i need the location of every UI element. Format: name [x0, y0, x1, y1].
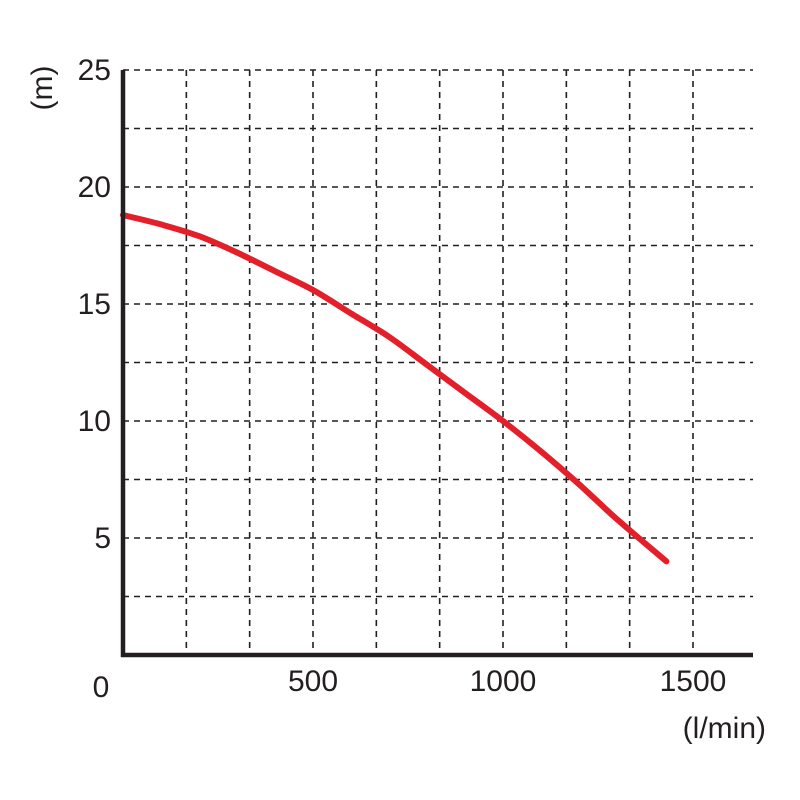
x-tick-label: 1000 [470, 665, 537, 698]
y-tick-label: 5 [94, 522, 111, 555]
origin-label: 0 [93, 671, 110, 704]
x-axis-title: (l/min) [683, 712, 766, 745]
tick-labels: 5 10 15 20 25 500 1000 1500 [78, 54, 727, 698]
series-line [120, 212, 670, 565]
grid [123, 69, 753, 655]
y-tick-label: 15 [78, 288, 111, 321]
y-tick-label: 10 [78, 405, 111, 438]
x-tick-label: 500 [288, 665, 338, 698]
y-tick-label: 25 [78, 54, 111, 87]
x-tick-label: 1500 [660, 665, 727, 698]
y-tick-label: 20 [78, 171, 111, 204]
y-axis-title: (m) [26, 66, 59, 111]
series [120, 212, 670, 565]
